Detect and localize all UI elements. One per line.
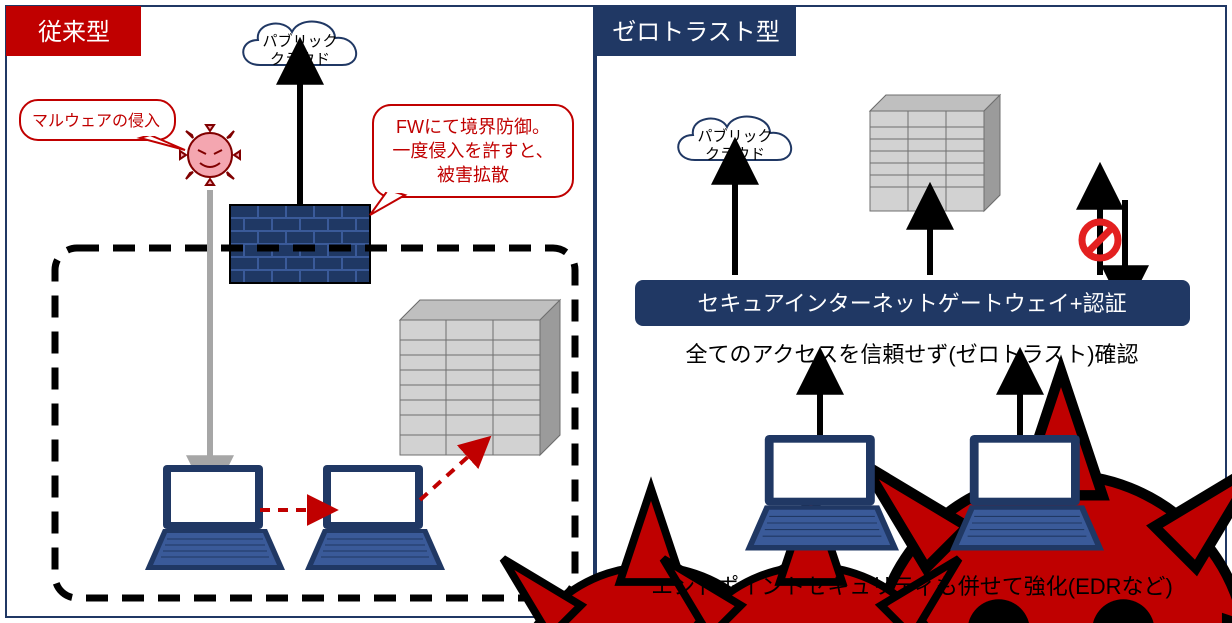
diagram-svg: 従来型 ゼロトラスト型 パブリック クラウド マルウェアの侵入 [0,0,1232,623]
right-title-badge: ゼロトラスト型 [596,6,796,56]
endpoint-text: エンドポイントセキュリティも併せて強化(EDRなど) [651,574,1173,599]
left-fw-text-l1: FWにて境界防御。 [396,117,550,137]
left-title-text: 従来型 [38,19,110,46]
left-pink-virus [180,125,240,185]
left-cloud-text-line2: クラウド [270,51,330,68]
left-intrusion-text: マルウェアの侵入 [32,112,160,130]
firewall-icon [230,205,370,283]
gateway-bar: セキュアインターネットゲートウェイ+認証 [635,280,1190,326]
left-cloud-text-line1: パブリック [262,32,337,50]
right-server-rack [870,95,1000,211]
verify-text: 全てのアクセスを信頼せず(ゼロトラスト)確認 [685,342,1138,367]
left-title-badge: 従来型 [6,6,141,56]
left-fw-text-l3: 被害拡散 [437,165,509,185]
right-cloud-line2: クラウド [705,146,765,163]
right-title-text: ゼロトラスト型 [612,19,780,46]
gateway-text: セキュアインターネットゲートウェイ+認証 [697,291,1126,316]
left-server-rack [400,300,560,455]
diagram-root: 従来型 ゼロトラスト型 パブリック クラウド マルウェアの侵入 [0,0,1232,623]
left-fw-text-l2: 一度侵入を許すと、 [392,141,553,161]
right-cloud-line1: パブリック [697,127,772,145]
